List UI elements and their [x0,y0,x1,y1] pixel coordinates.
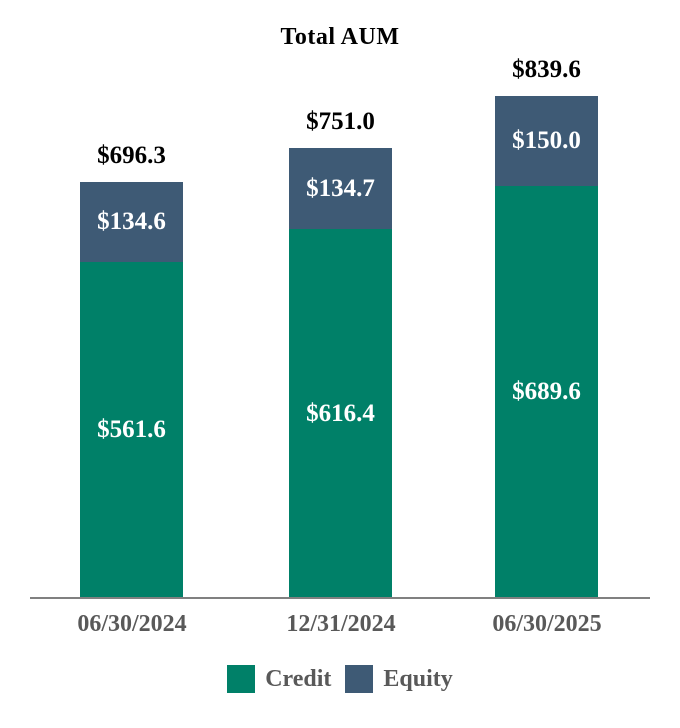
plot-area: $696.3 $134.6 $561.6 $751.0 $134.7 $616.… [30,56,650,599]
x-tick-label: 06/30/2025 [492,611,602,637]
stacked-bar: $150.0 $689.6 [495,96,598,598]
bar-group-06-30-2024: $696.3 $134.6 $561.6 [80,142,183,598]
credit-value-label: $689.6 [512,378,581,405]
credit-swatch-icon [227,665,256,693]
chart-title: Total AUM [280,24,400,50]
x-tick-label: 12/31/2024 [286,611,396,637]
legend-item-credit: Credit [227,665,331,693]
total-value-label: $839.6 [512,56,581,83]
credit-segment: $689.6 [495,186,598,598]
stacked-bar: $134.6 $561.6 [80,182,183,598]
total-value-label: $696.3 [97,142,166,169]
credit-segment: $616.4 [289,229,392,598]
equity-segment: $134.7 [289,148,392,229]
equity-segment: $134.6 [80,182,183,262]
bar-group-12-31-2024: $751.0 $134.7 $616.4 [289,108,392,598]
stacked-bar: $134.7 $616.4 [289,148,392,598]
credit-value-label: $616.4 [306,399,375,427]
equity-swatch-icon [345,665,374,693]
credit-segment: $561.6 [80,262,183,598]
equity-value-label: $134.7 [306,174,375,202]
bar-group-06-30-2025: $839.6 $150.0 $689.6 [495,56,598,598]
legend-label-equity: Equity [383,665,453,692]
legend-item-equity: Equity [345,665,453,693]
x-axis-labels: 06/30/2024 12/31/2024 06/30/2025 [0,611,680,641]
x-tick-label: 06/30/2024 [77,611,187,637]
equity-value-label: $134.6 [97,208,166,235]
legend: Credit Equity [0,665,680,693]
x-axis-line [30,597,650,599]
credit-value-label: $561.6 [97,416,166,443]
total-value-label: $751.0 [306,108,375,135]
legend-label-credit: Credit [265,665,332,692]
equity-value-label: $150.0 [512,127,581,154]
equity-segment: $150.0 [495,96,598,186]
